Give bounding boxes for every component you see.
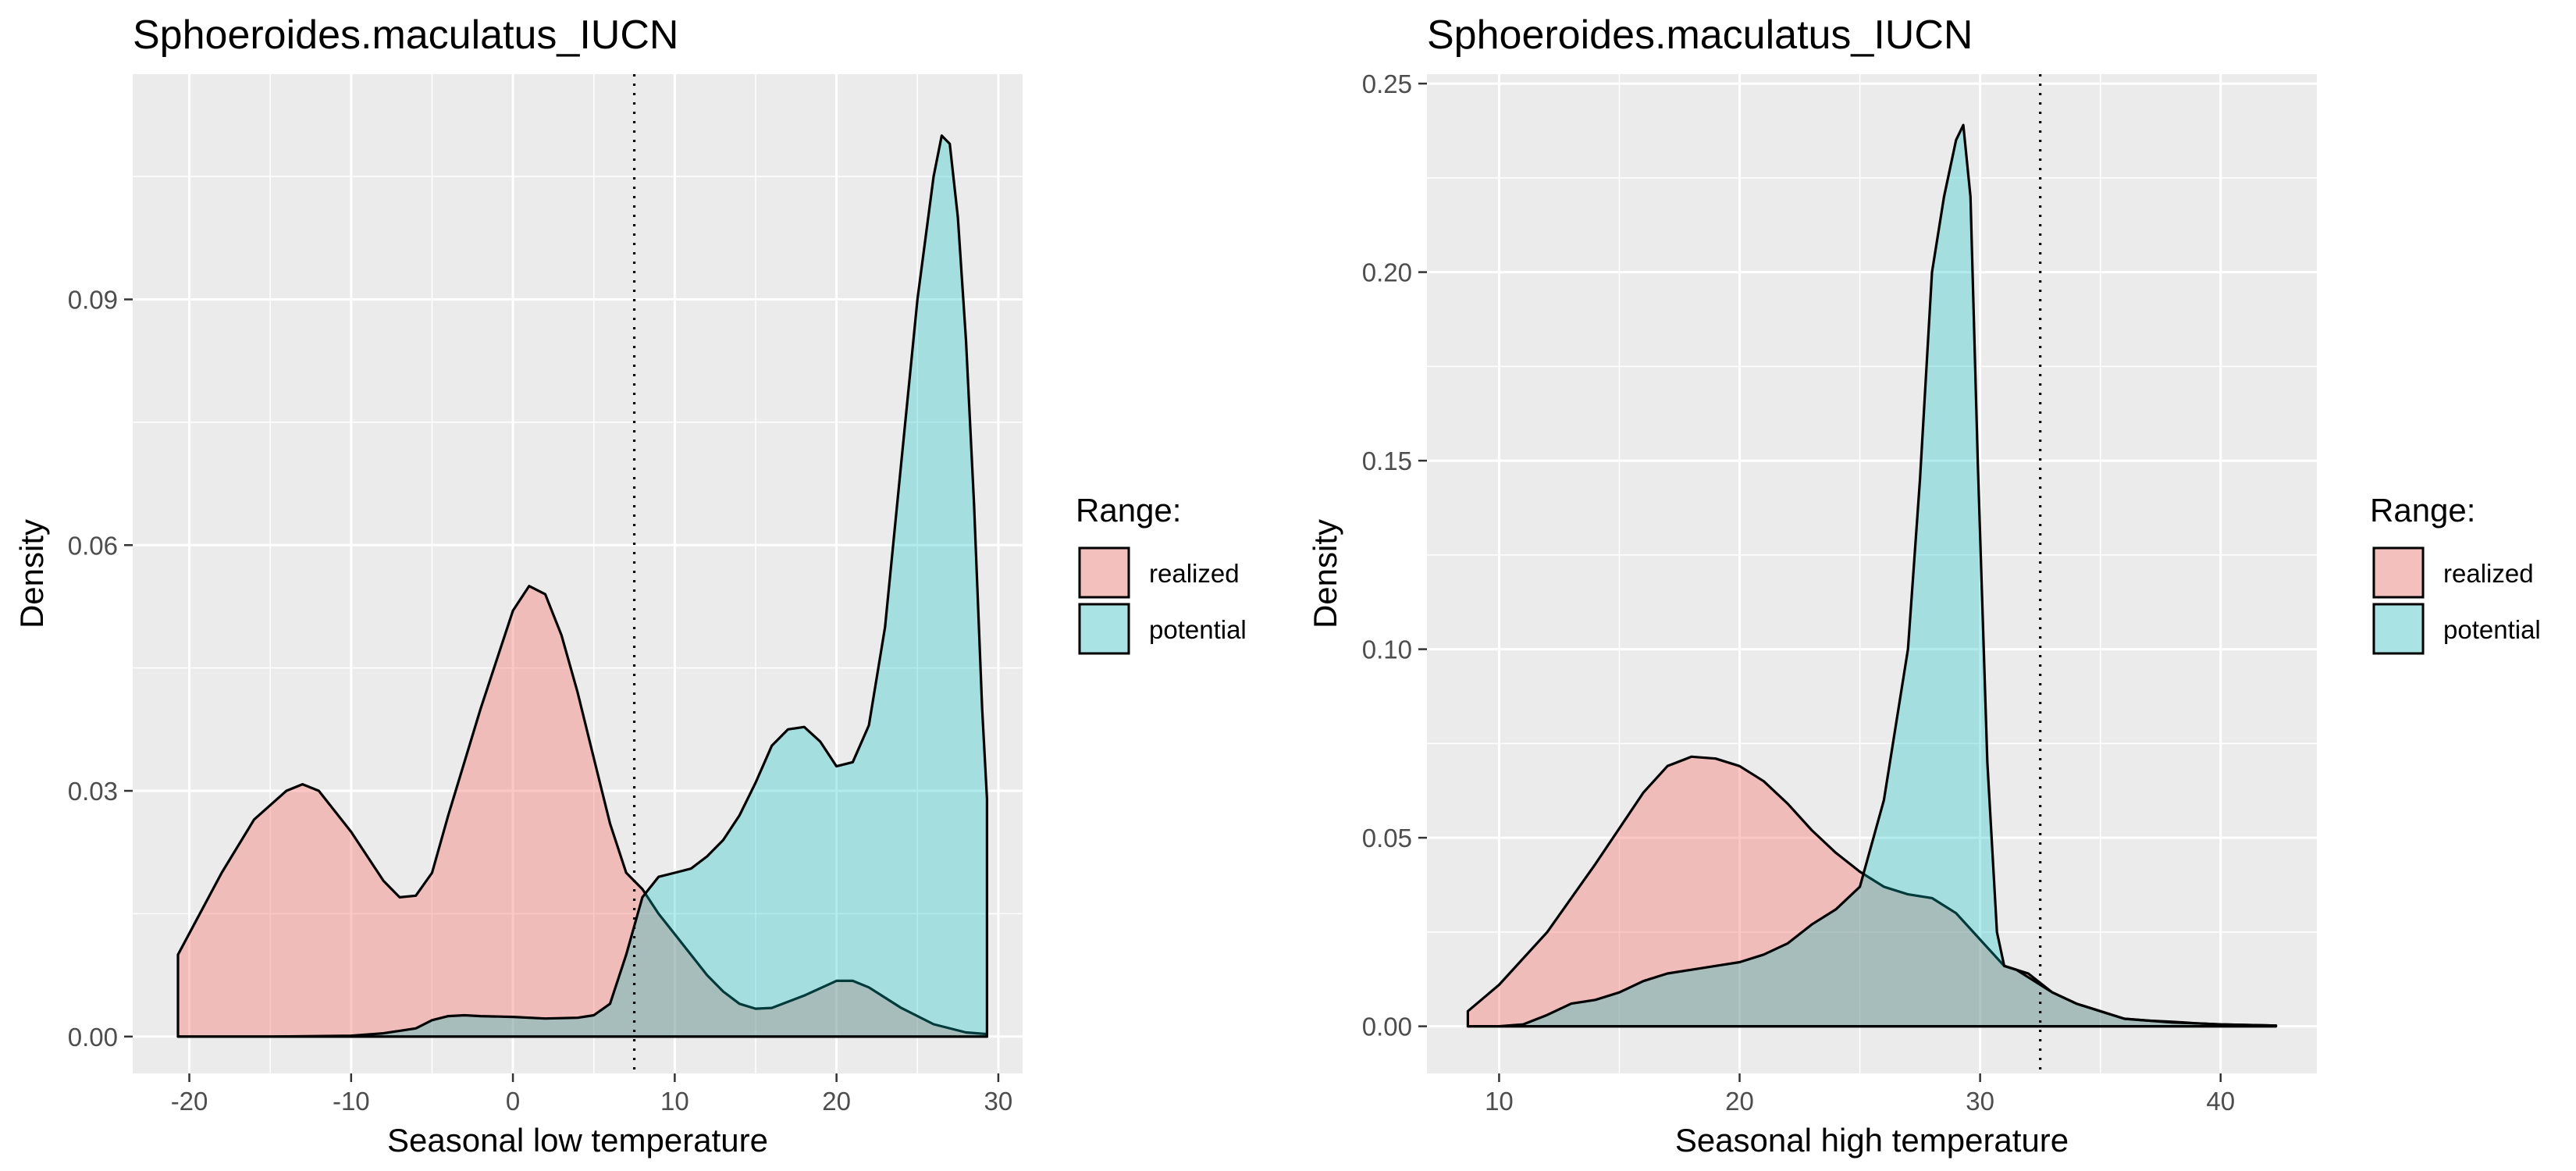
chart-panel-right: Sphoeroides.maculatus_IUCN 10 20 30 40 0.00 0.… xyxy=(1307,12,2541,1159)
x-tick-label: -10 xyxy=(333,1087,370,1116)
plot-background xyxy=(1427,74,2317,1073)
y-tick-label: 0.10 xyxy=(1362,635,1412,664)
x-tick-label: -20 xyxy=(171,1087,208,1116)
y-tick-label: 0.06 xyxy=(68,531,118,560)
legend-label-realized: realized xyxy=(2443,559,2534,588)
y-tick-label: 0.09 xyxy=(68,286,118,315)
legend-key-potential xyxy=(2372,603,2425,655)
x-axis-title: Seasonal low temperature xyxy=(387,1122,768,1159)
legend-key-realized xyxy=(1078,546,1130,599)
legend-title: Range: xyxy=(2370,492,2475,529)
legend-key-realized xyxy=(2372,546,2425,599)
y-tick-label: 0.25 xyxy=(1362,69,1412,98)
density-area-potential xyxy=(1466,123,2278,1028)
legend-label-potential: potential xyxy=(2443,615,2541,644)
density-area-realized xyxy=(176,585,988,1038)
x-tick-label: 10 xyxy=(1485,1087,1514,1116)
legend-key-bg xyxy=(2372,603,2425,655)
legend-key-bg xyxy=(2372,546,2425,599)
y-tick-label: 0.00 xyxy=(1362,1013,1412,1041)
legend: Range: realized potential xyxy=(2370,492,2541,655)
legend-label-potential: potential xyxy=(1149,615,1247,644)
y-axis-title: Density xyxy=(1307,519,1343,628)
x-tick-label: 20 xyxy=(1725,1087,1754,1116)
chart-title: Sphoeroides.maculatus_IUCN xyxy=(1427,12,1973,58)
y-tick-label: 0.03 xyxy=(68,777,118,806)
x-axis-title: Seasonal high temperature xyxy=(1675,1122,2069,1159)
y-tick-label: 0.00 xyxy=(68,1023,118,1052)
legend-title: Range: xyxy=(1076,492,1181,529)
y-tick-label: 0.05 xyxy=(1362,824,1412,852)
legend-key-bg xyxy=(1078,546,1130,599)
x-tick-label: 10 xyxy=(660,1087,689,1116)
legend-label-realized: realized xyxy=(1149,559,1240,588)
y-tick-label: 0.15 xyxy=(1362,447,1412,475)
y-tick-label: 0.20 xyxy=(1362,258,1412,287)
plot-background xyxy=(133,74,1023,1073)
y-axis-title: Density xyxy=(13,519,50,628)
x-tick-label: 40 xyxy=(2206,1087,2235,1116)
chart-panel-left: Sphoeroides.maculatus_IUCN -20 -10 0 10 20 30 0… xyxy=(13,12,1247,1159)
x-tick-label: 30 xyxy=(1966,1087,1994,1116)
x-tick-label: 30 xyxy=(984,1087,1013,1116)
chart-title: Sphoeroides.maculatus_IUCN xyxy=(133,12,678,58)
x-tick-label: 0 xyxy=(506,1087,520,1116)
legend-key-bg xyxy=(1078,603,1130,655)
x-tick-label: 20 xyxy=(822,1087,851,1116)
legend-key-potential xyxy=(1078,603,1130,655)
density-area-potential xyxy=(176,134,988,1038)
legend: Range: realized potential xyxy=(1076,492,1247,655)
